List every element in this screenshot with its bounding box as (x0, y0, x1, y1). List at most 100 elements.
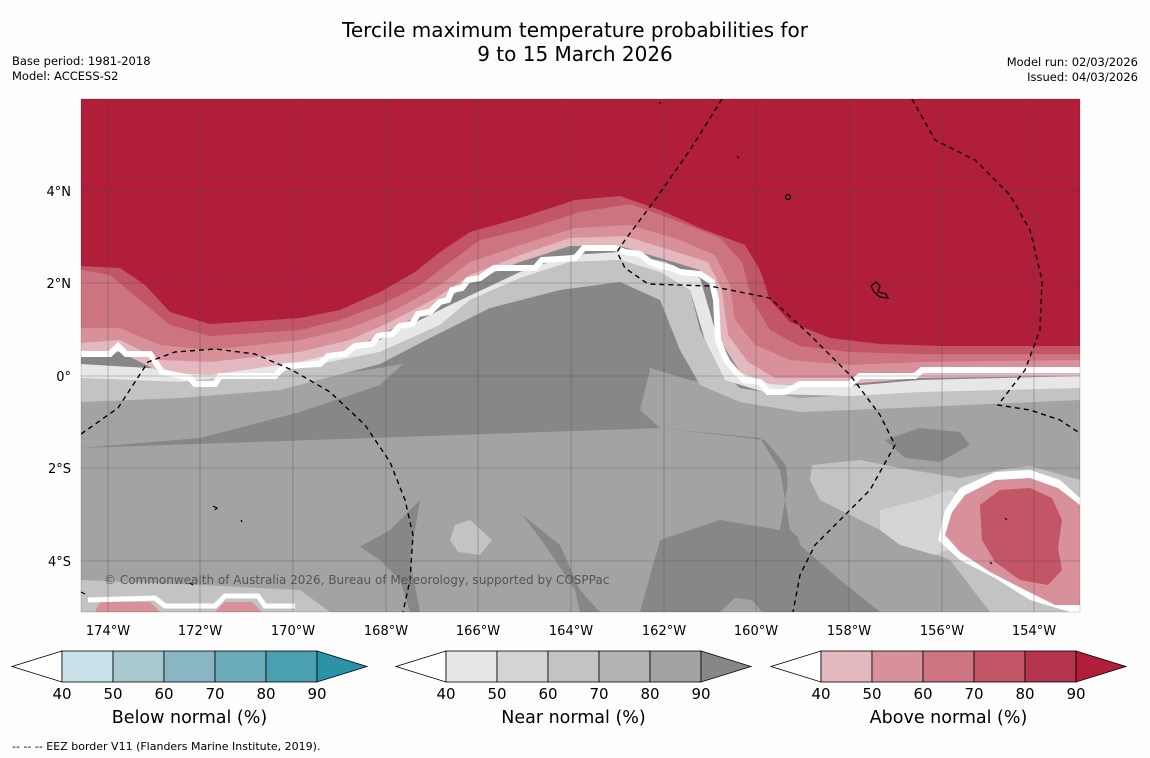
base-period-text: Base period: 1981-2018 (12, 54, 151, 68)
colorbar-near-segment (547, 650, 600, 683)
lon-label-170w: 170°W (271, 624, 315, 639)
colorbar-below-tick-label: 60 (154, 685, 173, 703)
island-kiritimati (870, 281, 890, 299)
copyright-text: © Commonwealth of Australia 2026, Bureau… (104, 573, 609, 587)
eez-borders (81, 99, 1079, 612)
title-line-1: Tercile maximum temperature probabilitie… (342, 18, 808, 42)
colorbar-above-tick-label: 40 (811, 685, 830, 703)
colorbar-below-title: Below normal (%) (111, 708, 268, 728)
eez-footnote: -- -- -- EEZ border V11 (Flanders Marine… (12, 740, 321, 753)
colorbar-near-over-triangle (700, 650, 753, 683)
colorbar-below-tick-label: 50 (103, 685, 122, 703)
colorbar-above-tick-label: 60 (913, 685, 932, 703)
colorbar-below-segment (163, 650, 216, 683)
lon-label-158w: 158°W (827, 624, 871, 639)
island-sw-edge (80, 591, 86, 595)
island-teraina (736, 155, 740, 159)
lat-labels: 4°N 2°N 0° 2°S 4°S (47, 185, 72, 570)
colorbar-above-title: Above normal (%) (869, 708, 1028, 728)
lat-label-4n: 4°N (47, 185, 72, 200)
above-patch-sw-1 (95, 602, 160, 612)
colorbar-below-normal: 40 50 60 70 80 90 (10, 650, 369, 703)
colorbar-above-tick-label: 80 (1015, 685, 1034, 703)
colorbar-near-tick-label: 60 (538, 685, 557, 703)
colorbar-above-over-triangle (1075, 650, 1128, 683)
eez-border-central (616, 99, 896, 612)
map-panel (81, 99, 1080, 612)
above-normal-90-field (81, 99, 1080, 346)
colorbar-below-segment (214, 650, 267, 683)
model-text: Model: ACCESS-S2 (12, 69, 119, 83)
colorbar-below-under-triangle (10, 650, 63, 683)
colorbar-near-normal: 40 50 60 70 80 90 (394, 650, 753, 703)
model-run-text: Model run: 02/03/2026 (1006, 55, 1138, 69)
island-kingman (658, 101, 662, 105)
above-patch-sw-contour (87, 593, 295, 609)
colorbar-near-tick-label: 90 (691, 685, 710, 703)
lon-label-156w: 156°W (920, 624, 964, 639)
colorbar-near-tick-label: 50 (487, 685, 506, 703)
lon-label-174w: 174°W (86, 624, 130, 639)
colorbar-below-tick-label: 80 (256, 685, 275, 703)
lat-label-4s: 4°S (48, 555, 71, 570)
near-normal-s-bump (720, 598, 762, 612)
near-normal-east-dark (885, 428, 970, 462)
colorbar-near-title: Near normal (%) (501, 708, 646, 728)
colorbar-above-segment (922, 650, 975, 683)
title-line-2: 9 to 15 March 2026 (477, 42, 673, 66)
colorbar-near-under-triangle (394, 650, 447, 683)
colorbar-below-tick-label: 70 (205, 685, 224, 703)
colorbar-below-segment (265, 650, 318, 683)
lon-labels: 174°W 172°W 170°W 168°W 166°W 164°W 162°… (86, 624, 1056, 639)
island-phoenix-1 (212, 505, 219, 511)
lon-label-168w: 168°W (364, 624, 408, 639)
colorbar-near-segment (649, 650, 702, 683)
colorbar-above-tick-label: 90 (1066, 685, 1085, 703)
lat-label-2n: 2°N (47, 277, 72, 292)
colorbar-above-segment (973, 650, 1026, 683)
lon-label-166w: 166°W (456, 624, 500, 639)
islands (80, 101, 1008, 595)
near-normal-s-patch (410, 488, 580, 612)
eez-border-east (911, 99, 1079, 433)
near-normal-equator-lighter (81, 252, 1080, 396)
colorbar-above-under-triangle (769, 650, 822, 683)
colorbar-near-segment (445, 650, 498, 683)
colorbar-above-normal: 40 50 60 70 80 90 (769, 650, 1128, 703)
near-normal-equator-light (81, 260, 1080, 412)
meta-left: Base period: 1981-2018 Model: ACCESS-S2 (12, 54, 151, 84)
colorbar-near-tick-label: 70 (589, 685, 608, 703)
colorbar-below-segment (61, 650, 114, 683)
colorbar-below-over-triangle (316, 650, 369, 683)
lon-label-154w: 154°W (1012, 624, 1056, 639)
colorbar-above-segment (871, 650, 924, 683)
meta-right: Model run: 02/03/2026 Issued: 04/03/2026 (1007, 55, 1138, 85)
gridlines (81, 99, 1080, 612)
island-phoenix-3 (189, 582, 194, 586)
eez-border-west (81, 348, 414, 612)
colorbar-near-tick-label: 80 (640, 685, 659, 703)
colorbar-near-segment (496, 650, 549, 683)
colorbar-below-segment (112, 650, 165, 683)
map-frame (80, 98, 1081, 613)
island-phoenix-2 (240, 519, 243, 523)
colorbar-above-segment (820, 650, 873, 683)
island-tabuaeran (784, 193, 792, 201)
lon-label-160w: 160°W (734, 624, 778, 639)
issued-text: Issued: 04/03/2026 (1027, 70, 1138, 84)
lon-label-172w: 172°W (178, 624, 222, 639)
colorbar-below-tick-label: 90 (307, 685, 326, 703)
near-normal-s-light (450, 520, 492, 555)
lon-label-162w: 162°W (642, 624, 686, 639)
colorbar-above-segment (1024, 650, 1077, 683)
lat-label-2s: 2°S (48, 462, 71, 477)
island-vostok (1004, 517, 1008, 521)
colorbar-below-tick-label: 40 (52, 685, 71, 703)
above-patch-sw-2 (215, 602, 262, 612)
colorbar-above-tick-label: 70 (964, 685, 983, 703)
colorbar-above-tick-label: 50 (862, 685, 881, 703)
colorbar-near-segment (598, 650, 651, 683)
chart-title: Tercile maximum temperature probabilitie… (0, 18, 1150, 66)
lat-label-0: 0° (56, 370, 71, 385)
